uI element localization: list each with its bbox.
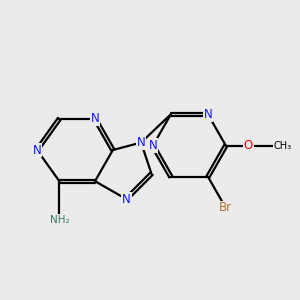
Text: N: N (122, 193, 130, 206)
Text: N: N (91, 112, 99, 125)
Text: Br: Br (219, 202, 232, 214)
Text: N: N (204, 108, 212, 121)
Text: N: N (33, 143, 41, 157)
Text: NH₂: NH₂ (50, 215, 69, 225)
Text: N: N (137, 136, 146, 149)
Text: N: N (148, 139, 157, 152)
Text: CH₃: CH₃ (273, 140, 292, 151)
Text: O: O (244, 139, 253, 152)
